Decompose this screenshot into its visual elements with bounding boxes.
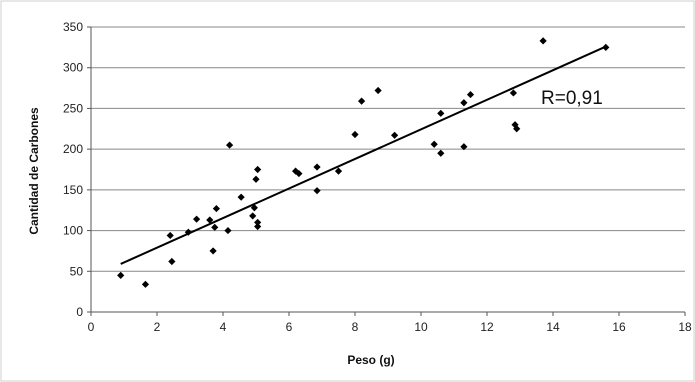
- data-point: [602, 43, 610, 51]
- data-point: [391, 131, 399, 139]
- data-point: [211, 223, 219, 231]
- data-point: [226, 141, 234, 149]
- data-point: [460, 143, 468, 151]
- data-point: [193, 215, 201, 223]
- x-tick-label: 0: [88, 320, 95, 334]
- y-axis-title: Cantidad de Carbones: [27, 107, 41, 235]
- data-point: [184, 228, 192, 236]
- data-point: [254, 222, 262, 231]
- trendline-group: [120, 45, 607, 265]
- data-point: [437, 109, 445, 117]
- data-point: [539, 37, 547, 45]
- data-point: [513, 125, 521, 133]
- data-point: [509, 89, 517, 97]
- data-point: [166, 231, 174, 240]
- y-tick-label: 200: [63, 142, 83, 156]
- data-point: [168, 257, 176, 266]
- x-tick-label: 14: [546, 320, 560, 334]
- data-point: [209, 247, 217, 255]
- data-point: [313, 187, 321, 195]
- data-point: [252, 175, 260, 183]
- y-tick-label: 50: [70, 264, 84, 278]
- data-point: [250, 204, 258, 212]
- data-point: [295, 169, 303, 178]
- data-point: [141, 280, 150, 288]
- data-point: [358, 97, 366, 105]
- x-tick-label: 8: [352, 320, 359, 334]
- data-point: [117, 271, 125, 279]
- data-point: [351, 130, 359, 139]
- data-point: [313, 163, 321, 171]
- x-tick-label: 10: [414, 320, 428, 334]
- data-point: [212, 204, 220, 213]
- data-point: [292, 167, 300, 175]
- data-point: [254, 218, 262, 227]
- data-point: [374, 86, 382, 95]
- trendline: [120, 45, 607, 265]
- data-point: [334, 167, 343, 175]
- y-tick-label: 350: [63, 20, 83, 34]
- data-point: [460, 99, 468, 107]
- y-tick-label: 0: [76, 305, 83, 319]
- data-point: [430, 140, 438, 148]
- y-tick-label: 150: [63, 183, 83, 197]
- x-tick-label: 18: [678, 320, 692, 334]
- data-point: [254, 165, 262, 174]
- x-tick-label: 4: [220, 320, 227, 334]
- x-axis-title: Peso (g): [347, 353, 394, 367]
- y-tick-label: 250: [63, 101, 83, 115]
- y-tick-label: 300: [63, 61, 83, 75]
- x-tick-label: 6: [286, 320, 293, 334]
- x-tick-label: 12: [480, 320, 494, 334]
- y-tick-label: 100: [63, 224, 83, 238]
- data-points: [117, 37, 610, 288]
- x-tick-label: 2: [154, 320, 161, 334]
- data-point: [206, 216, 214, 224]
- r-annotation: R=0,91: [541, 88, 603, 109]
- data-point: [224, 226, 232, 235]
- data-point: [511, 121, 519, 129]
- data-point: [237, 193, 245, 201]
- data-point: [437, 149, 445, 157]
- data-point: [249, 212, 257, 220]
- data-point: [466, 90, 475, 99]
- gridlines: [91, 26, 685, 272]
- x-tick-label: 16: [612, 320, 626, 334]
